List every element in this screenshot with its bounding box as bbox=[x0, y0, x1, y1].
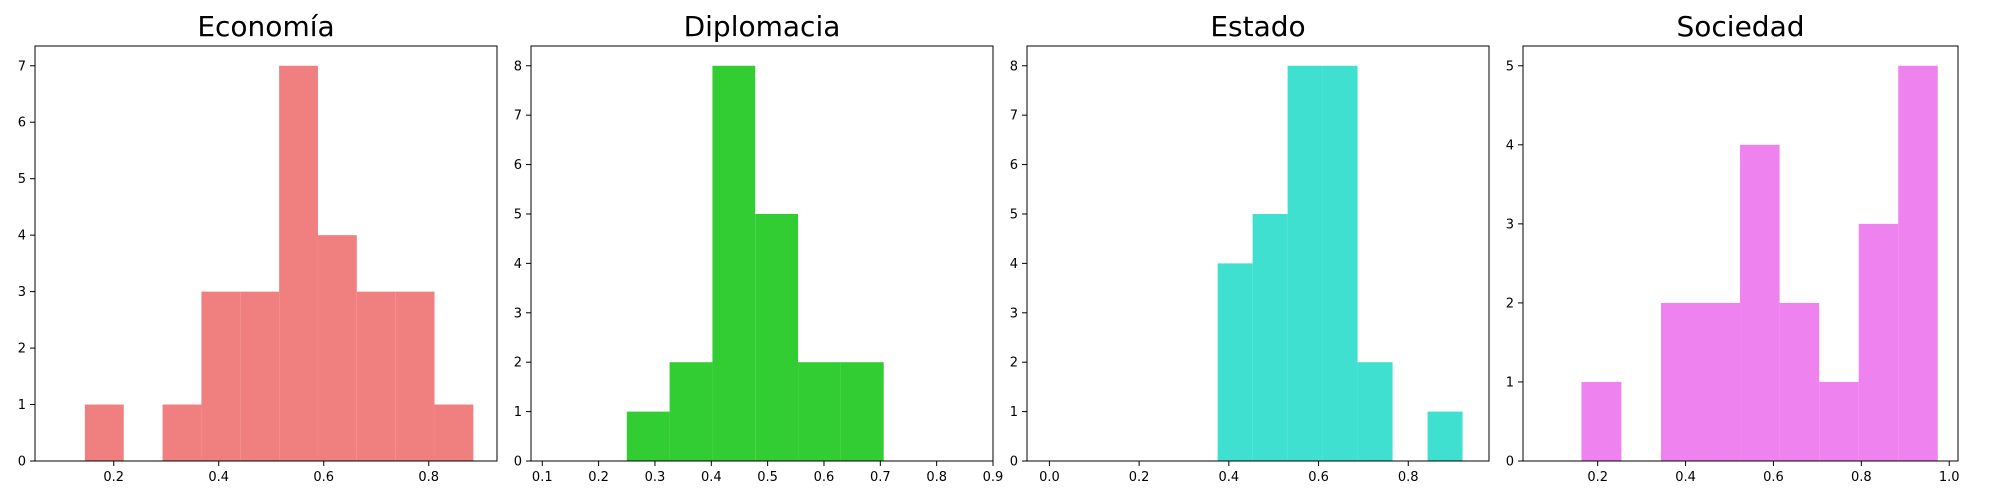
histogram-bar bbox=[84, 404, 124, 461]
y-tick-label: 2 bbox=[18, 342, 26, 357]
subplot-title: Economía bbox=[197, 10, 334, 43]
histogram-bar bbox=[1700, 302, 1741, 461]
y-tick-label: 1 bbox=[1506, 375, 1514, 390]
axes-frame bbox=[1522, 45, 1959, 462]
histogram-bar bbox=[279, 65, 318, 461]
histogram-bar bbox=[712, 65, 756, 461]
y-tick-label: 0 bbox=[18, 455, 26, 470]
y-tick-label: 4 bbox=[18, 229, 26, 244]
axes-frame bbox=[530, 45, 994, 462]
x-tick-label: 1.0 bbox=[1939, 470, 1960, 485]
axes-frame bbox=[1026, 45, 1490, 462]
axes-frame bbox=[34, 45, 498, 462]
x-tick-label: 0.6 bbox=[1308, 470, 1329, 485]
subplot-3: 0.0 0.2 0.4 0.6 0.8 0 1 2 3 4 5 6 7 8 Estado bbox=[1010, 10, 1490, 485]
histogram-bar bbox=[1898, 65, 1938, 461]
x-tick-label: 0.4 bbox=[1675, 470, 1696, 485]
y-tick-label: 3 bbox=[1010, 306, 1018, 321]
subplot-1: 0.2 0.4 0.6 0.8 0 1 2 3 4 5 6 7 Economía bbox=[18, 10, 498, 485]
histogram-bar bbox=[434, 404, 474, 461]
y-tick-label: 0 bbox=[1010, 455, 1018, 470]
x-tick-label: 0.2 bbox=[1129, 470, 1150, 485]
y-tick-label: 8 bbox=[1010, 59, 1018, 74]
subplot-4: 0.2 0.4 0.6 0.8 1.0 0 1 2 3 4 5 Sociedad bbox=[1506, 10, 1960, 485]
x-tick-label: 0.4 bbox=[208, 470, 229, 485]
y-tick-label: 8 bbox=[514, 59, 522, 74]
x-tick-label: 0.6 bbox=[814, 470, 835, 485]
histogram-bar bbox=[669, 362, 713, 461]
y-tick-label: 7 bbox=[1010, 109, 1018, 124]
y-tick-label: 5 bbox=[18, 172, 26, 187]
histogram-bar bbox=[1819, 381, 1859, 461]
x-tick-label: 0.3 bbox=[645, 470, 666, 485]
histogram-bar bbox=[1287, 65, 1323, 461]
y-tick-label: 3 bbox=[1506, 217, 1514, 232]
x-tick-label: 0.8 bbox=[1851, 470, 1872, 485]
y-tick-label: 6 bbox=[18, 116, 26, 131]
histogram-bar bbox=[1217, 263, 1253, 461]
x-tick-label: 0.8 bbox=[418, 470, 439, 485]
histogram-bar bbox=[755, 213, 799, 461]
y-tick-label: 5 bbox=[1506, 59, 1514, 74]
x-tick-label: 0.4 bbox=[701, 470, 722, 485]
histogram-bar bbox=[1779, 302, 1820, 461]
histogram-bar bbox=[1427, 411, 1463, 461]
x-tick-label: 0.6 bbox=[1763, 470, 1784, 485]
y-tick-label: 7 bbox=[514, 109, 522, 124]
subplot-title: Diplomacia bbox=[684, 10, 841, 43]
histogram-bar bbox=[1660, 302, 1701, 461]
histogram-bar bbox=[1252, 213, 1288, 461]
y-tick-label: 2 bbox=[514, 356, 522, 371]
x-tick-label: 0.6 bbox=[313, 470, 334, 485]
x-tick-label: 0.5 bbox=[757, 470, 778, 485]
y-tick-label: 1 bbox=[514, 405, 522, 420]
y-tick-label: 2 bbox=[1010, 356, 1018, 371]
y-tick-label: 5 bbox=[514, 207, 522, 222]
y-tick-label: 7 bbox=[18, 59, 26, 74]
x-tick-label: 0.2 bbox=[103, 470, 124, 485]
y-tick-label: 0 bbox=[1506, 455, 1514, 470]
x-tick-label: 0.8 bbox=[1398, 470, 1419, 485]
x-tick-label: 0.2 bbox=[588, 470, 609, 485]
histogram-bar bbox=[1858, 223, 1899, 461]
x-tick-label: 0.4 bbox=[1219, 470, 1240, 485]
y-tick-label: 4 bbox=[514, 257, 522, 272]
y-tick-label: 5 bbox=[1010, 207, 1018, 222]
y-tick-label: 4 bbox=[1010, 257, 1018, 272]
histogram-bar bbox=[1740, 144, 1780, 462]
y-tick-label: 4 bbox=[1506, 138, 1514, 153]
subplot-title: Estado bbox=[1210, 10, 1305, 43]
histogram-bar bbox=[1357, 362, 1393, 461]
x-tick-label: 0.2 bbox=[1587, 470, 1608, 485]
histogram-bar bbox=[840, 362, 884, 461]
y-tick-label: 2 bbox=[1506, 296, 1514, 311]
histogram-bar bbox=[356, 291, 396, 461]
y-tick-label: 1 bbox=[18, 398, 26, 413]
x-tick-label: 0.9 bbox=[983, 470, 1004, 485]
x-tick-label: 0.8 bbox=[926, 470, 947, 485]
y-tick-label: 3 bbox=[514, 306, 522, 321]
subplot-title: Sociedad bbox=[1676, 10, 1804, 43]
subplot-2: 0.1 0.2 0.3 0.4 0.5 0.6 0.7 0.8 0.9 0 1 2 3 4 5 6 7 8 Dipl… bbox=[514, 10, 1004, 485]
y-tick-label: 6 bbox=[514, 158, 522, 173]
x-tick-label: 0.7 bbox=[870, 470, 891, 485]
histogram-bar bbox=[626, 411, 670, 461]
histogram-bar bbox=[240, 291, 280, 461]
histogram-bar bbox=[798, 362, 841, 461]
histogram-bar bbox=[395, 291, 435, 461]
histogram-bar bbox=[201, 291, 241, 461]
y-tick-label: 6 bbox=[1010, 158, 1018, 173]
y-tick-label: 0 bbox=[514, 455, 522, 470]
y-tick-label: 3 bbox=[18, 285, 26, 300]
histogram-bar bbox=[162, 404, 202, 461]
x-tick-label: 0.0 bbox=[1039, 470, 1060, 485]
y-tick-label: 1 bbox=[1010, 405, 1018, 420]
histogram-bar bbox=[1322, 65, 1358, 461]
histogram-bar bbox=[1581, 381, 1622, 461]
x-tick-label: 0.1 bbox=[532, 470, 553, 485]
histogram-bar bbox=[317, 235, 357, 461]
